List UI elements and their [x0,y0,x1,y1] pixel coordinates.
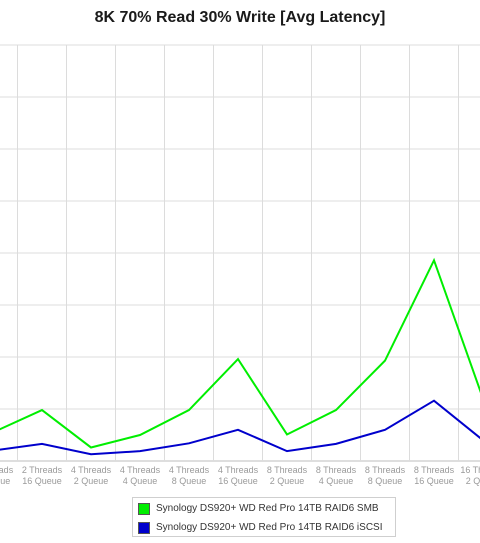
x-tick-label: 8 Threads 16 Queue [414,465,455,486]
x-tick-label: 4 Threads 4 Queue [120,465,161,486]
x-tick-label: 8 Threads 8 Queue [365,465,406,486]
series-lines [0,257,480,456]
gridlines [0,44,480,462]
legend: Synology DS920+ WD Red Pro 14TB RAID6 SM… [132,497,396,537]
legend-swatch-smb [138,502,150,515]
legend-label-smb: Synology DS920+ WD Red Pro 14TB RAID6 SM… [156,503,379,514]
legend-label-iscsi: Synology DS920+ WD Red Pro 14TB RAID6 iS… [156,522,383,533]
x-tick-label: 8 Threads 4 Queue [316,465,357,486]
chart-title: 8K 70% Read 30% Write [Avg Latency] [94,9,386,26]
x-tick-label: 2 Threads 16 Queue [22,465,63,486]
x-tick-label: 8 Threads 2 Queue [267,465,308,486]
legend-item-iscsi[interactable]: Synology DS920+ WD Red Pro 14TB RAID6 iS… [133,519,395,536]
x-tick-label: 4 Threads 16 Queue [218,465,259,486]
legend-swatch-iscsi [138,521,150,534]
legend-item-smb[interactable]: Synology DS920+ WD Red Pro 14TB RAID6 SM… [133,500,395,517]
x-tick-label: 4 Threads 8 Queue [169,465,210,486]
series-line-0 [0,257,480,449]
series-line-1 [0,399,480,456]
x-tick-label: 4 Threads 2 Queue [71,465,112,486]
